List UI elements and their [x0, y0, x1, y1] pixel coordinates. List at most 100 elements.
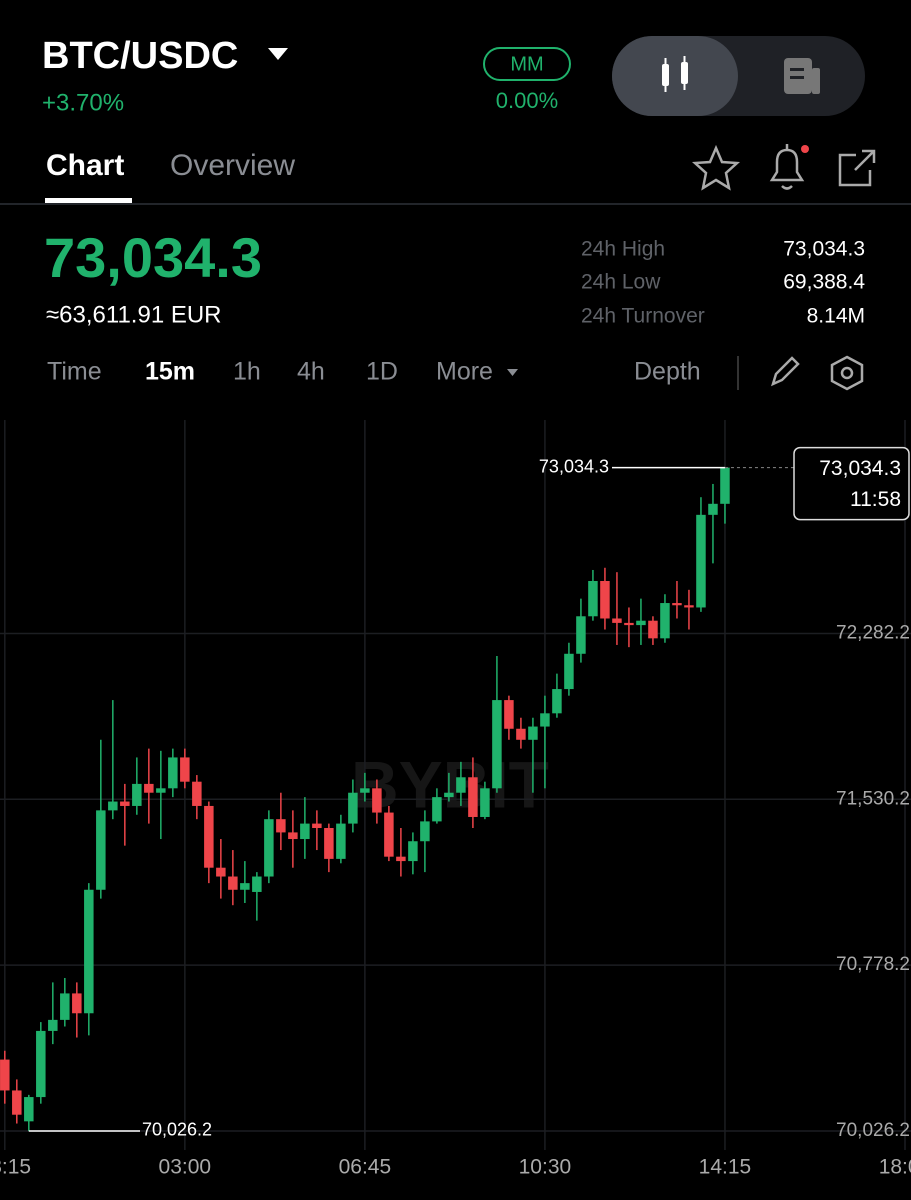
tab-underline	[45, 198, 132, 203]
last-price: 73,034.3	[44, 226, 262, 289]
candle-body	[648, 620, 658, 639]
candle-body	[600, 580, 610, 619]
favorite-icon[interactable]	[691, 144, 741, 191]
x-tick-label: 06:45	[339, 1156, 392, 1179]
high-marker-label: 73,034.3	[539, 456, 609, 476]
mm-pill[interactable]	[483, 47, 571, 81]
candle-body	[516, 728, 526, 740]
stat-label: 24h Turnover	[581, 305, 705, 328]
candle-body	[360, 788, 370, 793]
tab-overview[interactable]: Overview	[170, 149, 295, 182]
candle-body	[168, 757, 178, 789]
candle-body	[324, 828, 334, 859]
countdown: 11:58	[850, 488, 901, 511]
candle-body	[252, 876, 262, 892]
candle-body	[684, 605, 694, 608]
converted-price: ≈63,611.91 EUR	[46, 301, 222, 328]
candle-body	[504, 700, 514, 729]
candle-body	[72, 993, 82, 1014]
candle-body	[144, 783, 154, 793]
candle-body	[228, 876, 238, 890]
candle-body	[132, 783, 142, 806]
interval-15m[interactable]: 15m	[145, 358, 195, 386]
candle-body	[48, 1019, 58, 1031]
candle-body	[576, 616, 586, 654]
candle-body	[216, 867, 226, 877]
stat-value: 8.14M	[807, 305, 865, 328]
mm-value: 0.00%	[496, 88, 558, 113]
depth-button[interactable]: Depth	[634, 358, 701, 386]
candle-icon	[662, 56, 688, 92]
x-tick-label: 18:00	[879, 1156, 911, 1179]
candle-body	[180, 757, 190, 782]
candle-body	[384, 812, 394, 857]
pair-dropdown[interactable]	[268, 48, 288, 60]
candle-body	[444, 792, 454, 798]
candle-body	[672, 603, 682, 606]
candle-body	[264, 819, 274, 877]
y-tick-label: 70,778.2	[836, 954, 910, 975]
candle-body	[12, 1090, 22, 1115]
y-tick-label: 71,530.2	[836, 788, 910, 809]
candle-body	[408, 841, 418, 862]
stat-label: 24h High	[581, 238, 665, 261]
candle-body	[192, 781, 202, 806]
candle-body	[528, 726, 538, 740]
interval-1d[interactable]: 1D	[366, 358, 398, 386]
candle-body	[312, 823, 322, 829]
candle-body	[120, 801, 130, 806]
candle-body	[660, 603, 670, 639]
candle-body	[288, 832, 298, 840]
candle-body	[624, 622, 634, 626]
candle-body	[204, 805, 214, 868]
candle-body	[24, 1097, 34, 1122]
candle-body	[420, 821, 430, 842]
candle-body	[396, 856, 406, 862]
low-marker-label: 70,026.2	[142, 1120, 212, 1140]
watermark: BYBIT	[351, 747, 549, 821]
candle-body	[456, 777, 466, 793]
candle-body	[300, 823, 310, 840]
alert-icon[interactable]	[769, 144, 805, 190]
candle-body	[0, 1059, 10, 1091]
x-tick-label: 14:15	[699, 1156, 752, 1179]
stat-label: 24h Low	[581, 271, 661, 294]
list-view-button[interactable]	[784, 58, 820, 94]
candle-body	[336, 823, 346, 859]
interval-1h[interactable]: 1h	[233, 358, 261, 386]
pair-title[interactable]: BTC/USDC	[42, 35, 238, 77]
candle-body	[36, 1030, 46, 1098]
share-icon[interactable]	[838, 149, 876, 187]
candle-body	[348, 792, 358, 824]
y-tick-label: 70,026.2	[836, 1120, 910, 1141]
candle-body	[480, 788, 490, 817]
tab-chart[interactable]: Chart	[46, 149, 124, 182]
change: +3.70%	[42, 89, 124, 116]
mm-label[interactable]: MM	[510, 53, 543, 75]
candle-body	[696, 514, 706, 608]
interval-4h[interactable]: 4h	[297, 358, 325, 386]
stat-value: 73,034.3	[783, 238, 865, 261]
candle-body	[468, 777, 478, 817]
more-caret	[507, 369, 518, 376]
candle-body	[492, 700, 502, 789]
interval-more[interactable]: More	[436, 358, 493, 386]
candle-view-button[interactable]	[612, 36, 738, 116]
y-tick-label: 72,282.2	[836, 622, 910, 643]
candle-body	[636, 620, 646, 626]
chart: BYBIT 23:15 03:00 06:45 10:30 14:15 18:00 70,02…	[0, 420, 911, 1179]
x-tick-label: 03:00	[159, 1156, 212, 1179]
stat-value: 69,388.4	[783, 271, 865, 294]
candle-body	[552, 689, 562, 714]
draw-icon[interactable]	[771, 356, 800, 387]
candle-body	[108, 801, 118, 811]
settings-icon[interactable]	[830, 355, 864, 391]
candle-body	[564, 653, 574, 690]
candle-body	[96, 810, 106, 890]
candle-body	[432, 797, 442, 822]
candle-body	[276, 819, 286, 833]
candle-body	[372, 788, 382, 813]
